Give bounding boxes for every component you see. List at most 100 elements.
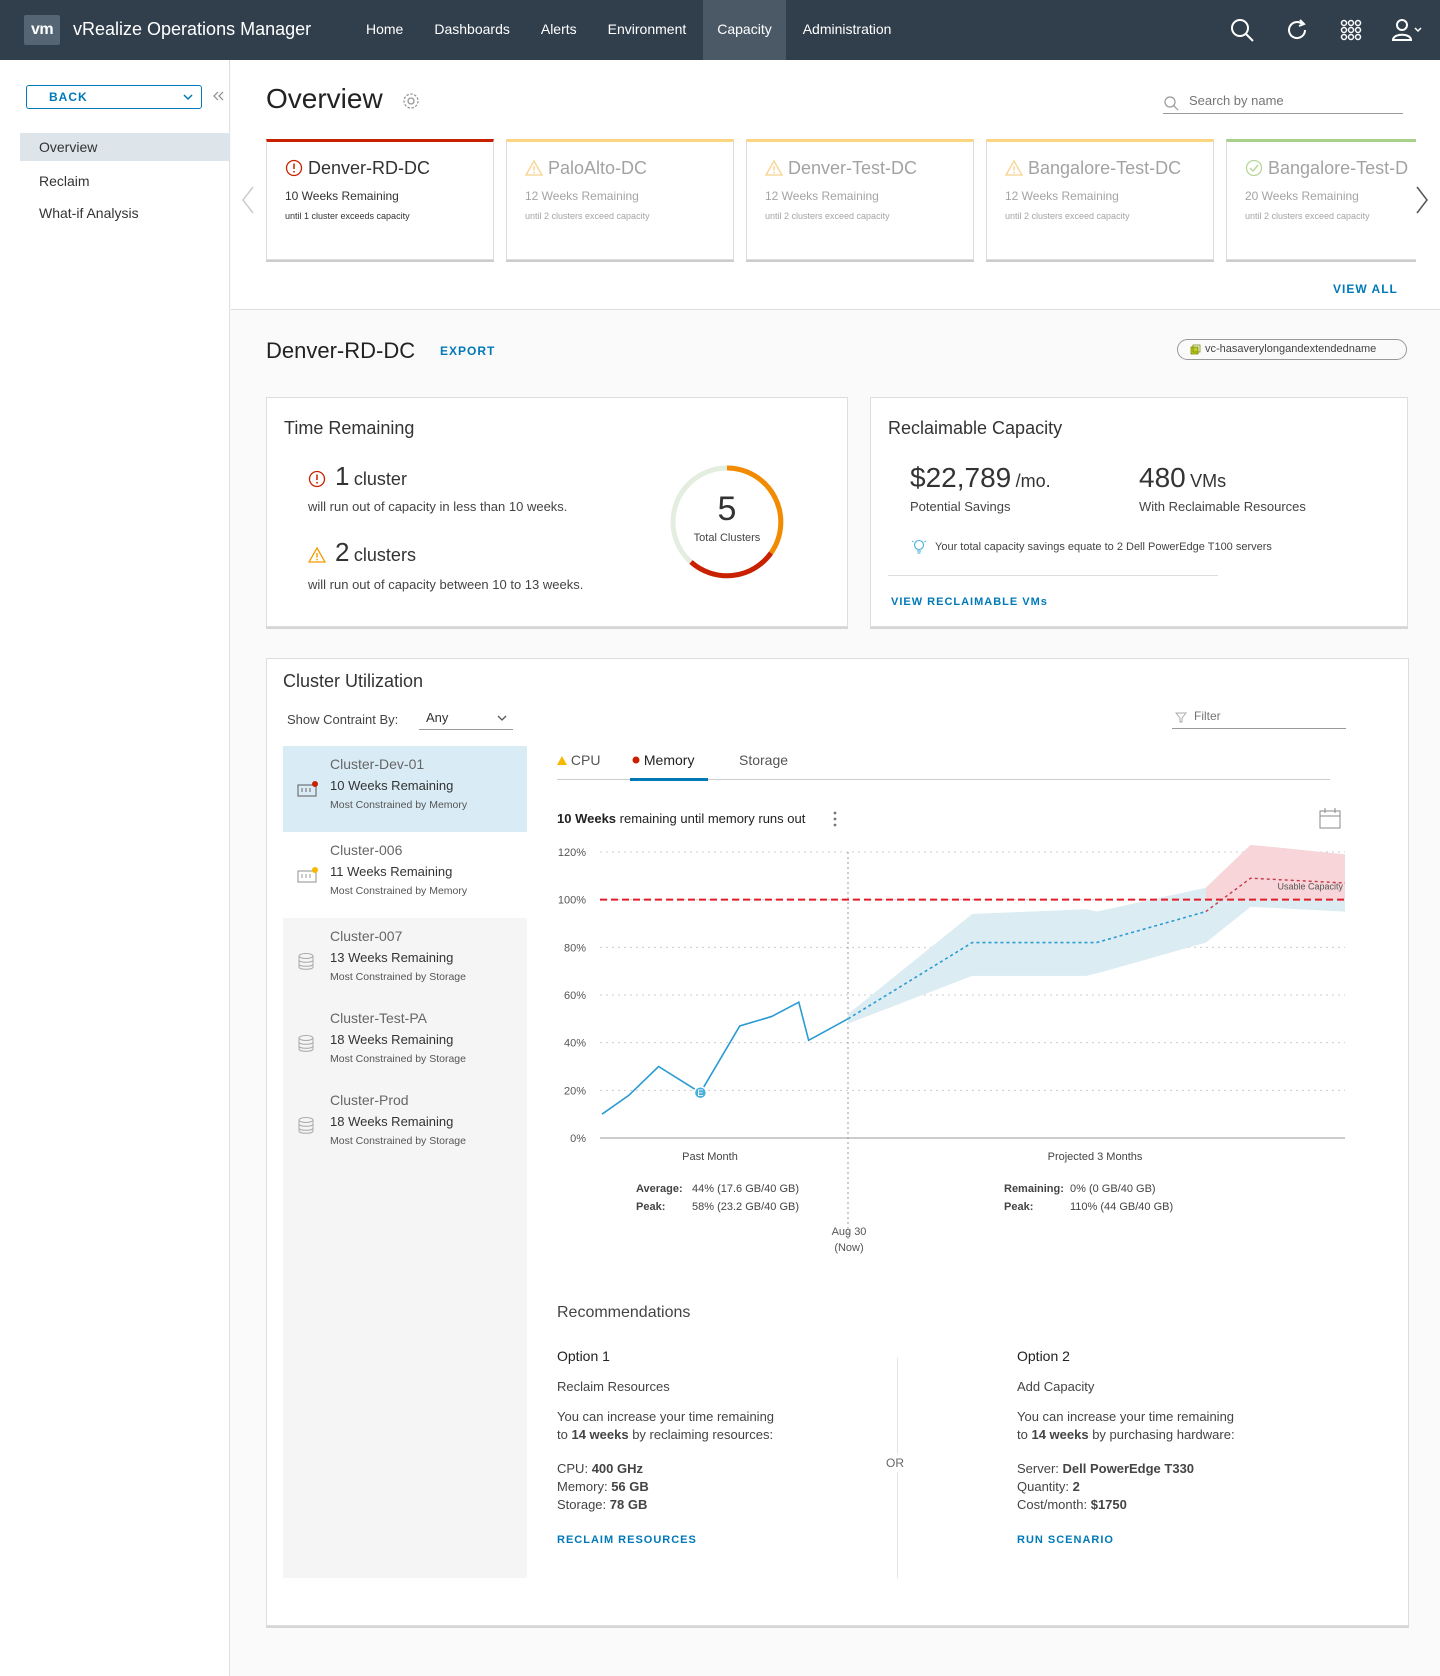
usable-capacity-label: Usable Capacity [1277, 882, 1343, 892]
projected-over-capacity-line [1205, 877, 1346, 913]
search-icon[interactable] [1228, 16, 1256, 44]
constraint-label: Show Contraint By: [287, 712, 399, 727]
y-tick-label: 20% [564, 1085, 586, 1097]
vcenter-tag-label: vc-hasaverylongandextendedname [1205, 343, 1377, 355]
datacenter-card[interactable]: Denver-Test-DC 12 Weeks Remaining until … [746, 139, 974, 260]
datacenter-until: until 1 cluster exceeds capacity [285, 211, 410, 221]
savings-tip: Your total capacity savings equate to 2 … [935, 541, 1272, 553]
tab-memory[interactable]: Memory [630, 752, 708, 781]
datacenter-card[interactable]: Bangalore-Test-D 20 Weeks Remaining unti… [1226, 139, 1416, 260]
datacenter-name: Denver-Test-DC [788, 158, 918, 178]
cluster-list-item[interactable]: Cluster-007 13 Weeks Remaining Most Cons… [283, 918, 527, 1004]
run-scenario-link[interactable]: RUN SCENARIO [1017, 1534, 1114, 1546]
projected-label: Projected 3 Months [1047, 1151, 1143, 1163]
search-input[interactable] [1189, 93, 1389, 108]
check-circle-icon [1245, 159, 1263, 177]
sidebar-item-what-if-analysis[interactable]: What-if Analysis [39, 205, 139, 221]
search-field[interactable] [1163, 92, 1403, 114]
vmware-logo[interactable]: vm [24, 15, 60, 45]
gear-icon[interactable] [402, 92, 420, 110]
reclaim-resources-link[interactable]: RECLAIM RESOURCES [557, 1534, 697, 1546]
headline-rest: remaining until memory runs out [619, 811, 806, 826]
savings-label: Potential Savings [910, 499, 1011, 514]
option-label: Option 2 [1017, 1348, 1070, 1364]
back-button[interactable]: BACK [26, 85, 202, 109]
projected-stats: Remaining: 0% (0 GB/40 GB) Peak: 110% (44 … [1004, 1180, 1173, 1216]
cluster-status-dot [312, 781, 318, 787]
datacenter-weeks: 20 Weeks Remaining [1245, 189, 1359, 203]
collapse-sidebar-icon[interactable] [212, 90, 224, 102]
cluster-constraint: Most Constrained by Storage [330, 1135, 466, 1147]
y-tick-label: 60% [564, 990, 586, 1002]
carousel-prev-icon[interactable] [240, 185, 256, 215]
cluster-name: Cluster-007 [330, 928, 403, 944]
lightbulb-icon [911, 539, 927, 554]
apps-grid-icon[interactable] [1337, 16, 1365, 44]
datacenter-card[interactable]: Denver-RD-DC 10 Weeks Remaining until 1 … [266, 139, 494, 260]
view-all-link[interactable]: VIEW ALL [1333, 282, 1398, 296]
nav-dashboards[interactable]: Dashboards [434, 21, 510, 37]
datacenter-until: until 2 clusters exceed capacity [525, 211, 650, 221]
tab-cpu[interactable]: CPU [557, 752, 600, 779]
view-reclaimable-vms-link[interactable]: VIEW RECLAIMABLE VMs [891, 596, 1048, 608]
cluster-list-item[interactable]: Cluster-Prod 18 Weeks Remaining Most Con… [283, 1082, 527, 1168]
option-subtitle: Reclaim Resources [557, 1379, 670, 1394]
option-line1: You can increase your time remaining [1017, 1409, 1235, 1424]
constraint-select[interactable]: Any [419, 706, 513, 730]
user-icon[interactable] [1390, 16, 1424, 44]
top-navigation-bar: vm vRealize Operations Manager Home Dash… [0, 0, 1440, 60]
sidebar-item-overview[interactable]: Overview [20, 133, 230, 161]
storage-icon [298, 953, 314, 970]
error-icon [308, 470, 326, 488]
nav-home[interactable]: Home [366, 21, 404, 37]
cluster-weeks: 11 Weeks Remaining [330, 864, 453, 879]
item-key: Cost/month: [1017, 1497, 1088, 1512]
cluster-list-item[interactable]: Cluster-006 11 Weeks Remaining Most Cons… [283, 832, 527, 918]
item-value: 78 GB [609, 1497, 648, 1512]
option-line2-pre: to [557, 1427, 568, 1442]
option-line1: You can increase your time remaining [557, 1409, 775, 1424]
cluster-weeks: 18 Weeks Remaining [330, 1032, 454, 1047]
vms-label: With Reclaimable Resources [1139, 499, 1306, 514]
nav-environment[interactable]: Environment [607, 21, 687, 37]
storage-icon [298, 1035, 314, 1052]
recommendations-title: Recommendations [557, 1304, 691, 1321]
datacenter-card[interactable]: PaloAlto-DC 12 Weeks Remaining until 2 c… [506, 139, 734, 260]
cluster-name: Cluster-006 [330, 842, 403, 858]
datacenter-name: Denver-RD-DC [308, 158, 431, 178]
filter-field[interactable] [1172, 706, 1346, 729]
now-marker-label: Aug 30 (Now) [809, 1224, 889, 1256]
datacenter-card[interactable]: Bangalore-Test-DC 12 Weeks Remaining unt… [986, 139, 1214, 260]
chart-headline: 10 Weeks remaining until memory runs out [557, 811, 805, 826]
projected-series-line [847, 910, 1207, 1020]
chevron-down-icon [183, 94, 193, 101]
filter-input[interactable] [1194, 709, 1334, 723]
cluster-list-item[interactable]: Cluster-Test-PA 18 Weeks Remaining Most … [283, 1000, 527, 1086]
export-link[interactable]: EXPORT [440, 344, 496, 358]
sidebar-item-reclaim[interactable]: Reclaim [39, 173, 90, 189]
tab-storage[interactable]: Storage [739, 752, 789, 768]
datacenter-until: until 2 clusters exceed capacity [765, 211, 890, 221]
stat-value: 44% (17.6 GB/40 GB) [692, 1183, 799, 1195]
critical-dot-icon [632, 756, 640, 764]
nav-alerts[interactable]: Alerts [540, 21, 577, 37]
vcenter-tag[interactable]: vc-hasaverylongandextendedname [1177, 339, 1407, 360]
datacenter-weeks: 12 Weeks Remaining [765, 189, 879, 203]
card-title: Cluster Utilization [283, 671, 424, 691]
critical-count: 1 [335, 461, 350, 491]
item-value: 2 [1072, 1479, 1080, 1494]
carousel-next-icon[interactable] [1414, 185, 1430, 215]
nav-administration[interactable]: Administration [802, 21, 892, 37]
now-date: Aug 30 [831, 1226, 867, 1238]
stat-label: Remaining: [1004, 1183, 1064, 1195]
tab-label: CPU [570, 752, 601, 768]
calendar-icon[interactable] [1319, 807, 1341, 829]
refresh-icon[interactable] [1283, 16, 1311, 44]
more-options-icon[interactable] [832, 810, 838, 828]
total-clusters-value: 5 [717, 490, 737, 528]
y-tick-label: 40% [564, 1038, 586, 1050]
nav-capacity[interactable]: Capacity [703, 0, 786, 60]
cluster-host-icon [297, 781, 318, 797]
cluster-list-item[interactable]: Cluster-Dev-01 10 Weeks Remaining Most C… [283, 746, 527, 832]
filter-icon [1175, 712, 1187, 723]
